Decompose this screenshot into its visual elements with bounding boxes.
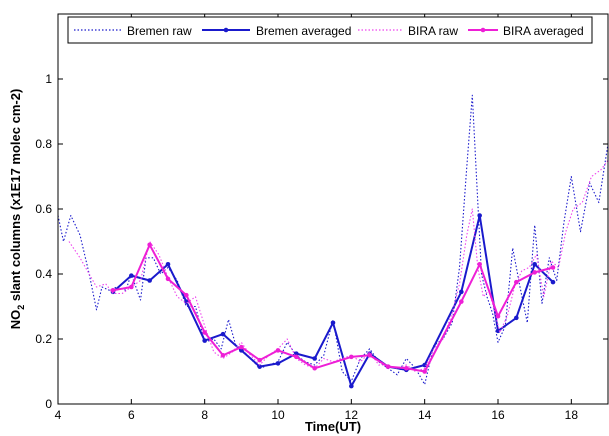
y-tick-label-2: 0.4	[35, 267, 52, 281]
series-point-bremen-averaged-23	[550, 279, 556, 285]
y-tick-label-4: 0.8	[35, 137, 52, 151]
series-point-bremen-averaged-21	[514, 315, 519, 321]
x-tick-label-7: 18	[565, 408, 579, 422]
x-tick-label-5: 14	[418, 408, 432, 422]
series-point-bira-averaged-7	[239, 344, 244, 350]
x-tick-label-1: 6	[128, 408, 135, 422]
y-axis-label-subscript: 2	[16, 305, 26, 310]
series-point-bremen-averaged-6	[220, 331, 226, 337]
series-point-bremen-averaged-8	[257, 364, 262, 369]
y-tick-label-0: 0	[45, 397, 52, 411]
legend-label-bremen-raw: Bremen raw	[127, 24, 192, 38]
legend-marker-bremen-averaged	[223, 27, 229, 33]
series-point-bremen-averaged-22	[532, 261, 537, 267]
x-tick-label-6: 16	[491, 408, 505, 422]
series-line-bira-raw	[68, 159, 609, 373]
series-point-bira-averaged-16	[422, 369, 427, 374]
legend-label-bira-raw: BIRA raw	[408, 24, 458, 38]
y-axis-label: NO2 slant columns (x1E17 molec cm-2)	[8, 89, 26, 330]
series-point-bira-averaged-0	[110, 287, 116, 293]
x-tick-label-2: 8	[201, 408, 208, 422]
series-point-bira-averaged-3	[165, 276, 171, 282]
series-point-bira-averaged-19	[495, 313, 501, 319]
series-point-bira-averaged-5	[202, 330, 207, 335]
y-tick-label-1: 0.2	[35, 332, 52, 346]
series-point-bira-averaged-2	[147, 242, 152, 248]
series-line-bremen-averaged	[112, 214, 554, 388]
series-point-bira-averaged-22	[550, 265, 556, 270]
x-axis-label: Time(UT)	[305, 419, 361, 434]
series-point-bira-averaged-6	[220, 352, 226, 358]
y-axis-label-main: NO	[8, 310, 23, 330]
series-point-bira-averaged-14	[385, 364, 391, 369]
legend-box	[67, 16, 593, 44]
series-layer	[57, 94, 609, 389]
series-point-bremen-averaged-3	[165, 261, 171, 267]
series-point-bira-averaged-13	[367, 352, 372, 358]
series-point-bremen-averaged-11	[312, 356, 317, 361]
x-tick-label-4: 12	[345, 408, 359, 422]
series-point-bremen-averaged-18	[459, 289, 464, 295]
series-point-bremen-averaged-1	[129, 273, 134, 278]
x-tick-label-0: 4	[55, 408, 62, 422]
series-point-bremen-averaged-5	[202, 338, 207, 343]
legend-label-bira-averaged: BIRA averaged	[503, 24, 584, 38]
series-point-bremen-averaged-19	[477, 213, 482, 218]
series-point-bremen-averaged-10	[294, 351, 299, 356]
series-point-bira-averaged-10	[294, 354, 299, 360]
legend-label-bremen-averaged: Bremen averaged	[256, 24, 351, 38]
series-point-bremen-averaged-12	[330, 320, 336, 326]
series-point-bira-averaged-20	[514, 279, 519, 285]
series-point-bira-averaged-15	[404, 365, 409, 371]
series-point-bremen-averaged-2	[147, 278, 152, 283]
y-tick-label-3: 0.6	[35, 202, 52, 216]
series-point-bremen-averaged-13	[349, 383, 354, 389]
series-point-bira-averaged-4	[184, 292, 189, 298]
series-point-bira-averaged-12	[349, 354, 354, 360]
series-point-bira-averaged-1	[129, 284, 134, 290]
legend-marker-bira-averaged	[480, 27, 486, 33]
x-tick-label-3: 10	[271, 408, 285, 422]
legend: Bremen raw Bremen averaged BIRA raw BIRA…	[67, 16, 593, 44]
ticks-layer: 4 6 8 10 12 14 16 18 0 0.2 0.4 0.6 0.8 1	[35, 14, 608, 422]
y-tick-label-5: 1	[45, 72, 52, 86]
series-point-bremen-averaged-20	[495, 328, 501, 334]
series-point-bremen-averaged-9	[275, 361, 281, 366]
series-point-bremen-averaged-7	[239, 348, 244, 353]
y-axis-label-rest: slant columns (x1E17 molec cm-2)	[8, 89, 23, 305]
series-point-bira-averaged-17	[459, 299, 464, 304]
series-point-bira-averaged-8	[257, 357, 262, 363]
series-point-bremen-averaged-17	[422, 362, 427, 368]
series-point-bira-averaged-18	[477, 261, 482, 267]
series-point-bira-averaged-9	[275, 348, 281, 353]
series-point-bira-averaged-11	[312, 365, 317, 371]
series-point-bira-averaged-21	[532, 270, 537, 275]
plot-background	[58, 14, 608, 404]
